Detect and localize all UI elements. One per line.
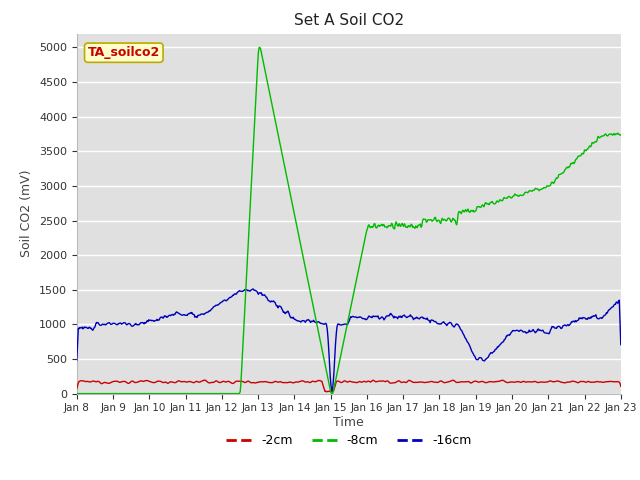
Title: Set A Soil CO2: Set A Soil CO2	[294, 13, 404, 28]
Text: TA_soilco2: TA_soilco2	[88, 46, 160, 59]
Y-axis label: Soil CO2 (mV): Soil CO2 (mV)	[20, 170, 33, 257]
X-axis label: Time: Time	[333, 416, 364, 429]
Legend: -2cm, -8cm, -16cm: -2cm, -8cm, -16cm	[221, 429, 476, 452]
